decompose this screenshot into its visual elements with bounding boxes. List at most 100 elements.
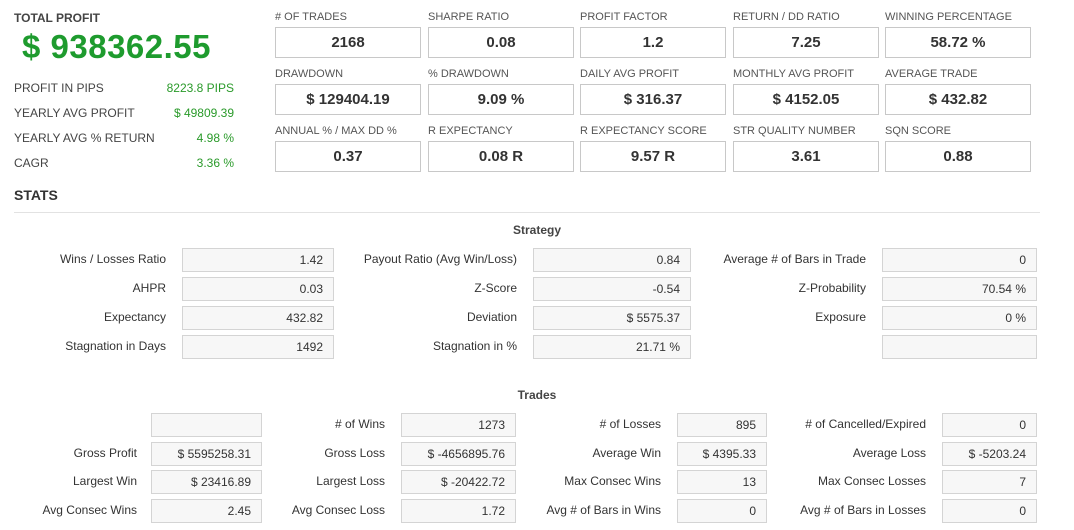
detail-value: 8223.8 PIPS [166,81,234,95]
metric-label: # OF TRADES [275,11,347,23]
stat-value-box: $ 4395.33 [677,442,767,466]
metric-r-expectancy: R EXPECTANCY 0.08 R [428,125,574,172]
metric-label: DAILY AVG PROFIT [580,68,680,80]
strategy-section-title: Strategy [512,223,562,237]
stat-value-box: 21.71 % [533,335,691,359]
stat-value-box: 0 [942,499,1037,523]
stat-value-box: 0 [942,413,1037,437]
metric-value: 1.2 [580,27,726,58]
metric-drawdown: % DRAWDOWN 9.09 % [428,68,574,115]
metric-of-trades: # OF TRADES 2168 [275,11,421,58]
detail-label: PROFIT IN PIPS [14,81,104,95]
profit-in-pips-row: PROFIT IN PIPS 8223.8 PIPS [14,81,234,99]
stat-value-box: $ -5203.24 [942,442,1037,466]
metric-label: ANNUAL % / MAX DD % [275,125,397,137]
metric-label: SHARPE RATIO [428,11,510,23]
stat-label: Gross Loss [324,446,385,460]
stat-label: Largest Win [72,474,137,488]
stat-label: Exposure [815,310,866,324]
metric-annual-max-dd: ANNUAL % / MAX DD % 0.37 [275,125,421,172]
detail-value: 4.98 % [196,131,234,145]
metric-sharpe-ratio: SHARPE RATIO 0.08 [428,11,574,58]
stat-value-box: 0.03 [182,277,334,301]
metric-profit-factor: PROFIT FACTOR 1.2 [580,11,726,58]
stat-label: # of Losses [599,417,661,431]
stat-label: Gross Profit [73,446,137,460]
stat-value-box: $ 5575.37 [533,306,691,330]
metric-value: $ 316.37 [580,84,726,115]
detail-label: YEARLY AVG PROFIT [14,106,135,120]
stat-label: Avg Consec Loss [291,503,385,517]
stat-value-box: 13 [677,470,767,494]
stat-label: Average Win [592,446,661,460]
stat-value-box: 1.42 [182,248,334,272]
stat-value-box: 1492 [182,335,334,359]
metric-value: 58.72 % [885,27,1031,58]
stat-label: Z-Score [474,281,517,295]
stat-value-box: 0 [882,248,1037,272]
stat-value-box: 1.72 [401,499,516,523]
metric-label: SQN SCORE [885,125,952,137]
stat-value-box: 70.54 % [882,277,1037,301]
divider [14,212,1040,213]
metric-value: $ 129404.19 [275,84,421,115]
stat-value-box: $ 23416.89 [151,470,262,494]
metric-daily-avg-profit: DAILY AVG PROFIT $ 316.37 [580,68,726,115]
stat-value-box: $ -20422.72 [401,470,516,494]
stat-label: Expectancy [103,310,166,324]
stat-label: Average Loss [852,446,926,460]
stat-label: Average # of Bars in Trade [723,252,866,266]
cagr-row: CAGR 3.36 % [14,156,234,174]
metric-winning-percentage: WINNING PERCENTAGE 58.72 % [885,11,1031,58]
stat-value-box: 895 [677,413,767,437]
metric-label: % DRAWDOWN [428,68,509,80]
metric-value: $ 432.82 [885,84,1031,115]
stat-value-box: 7 [942,470,1037,494]
stat-label: Payout Ratio (Avg Win/Loss) [363,252,517,266]
stat-label: Max Consec Wins [564,474,661,488]
trades-section-title: Trades [517,388,557,402]
metric-label: R EXPECTANCY [428,125,513,137]
stat-value-box: 432.82 [182,306,334,330]
metric-value: 9.09 % [428,84,574,115]
stat-label: Wins / Losses Ratio [59,252,166,266]
metric-value: 0.08 R [428,141,574,172]
stats-title: STATS [14,187,58,203]
metric-value: 7.25 [733,27,879,58]
metric-label: DRAWDOWN [275,68,344,80]
metric-monthly-avg-profit: MONTHLY AVG PROFIT $ 4152.05 [733,68,879,115]
stat-label: Stagnation in % [432,339,517,353]
metric-return-dd-ratio: RETURN / DD RATIO 7.25 [733,11,879,58]
stat-label: # of Cancelled/Expired [805,417,926,431]
detail-value: 3.36 % [196,156,234,170]
detail-label: CAGR [14,156,49,170]
metric-value: 0.08 [428,27,574,58]
stat-value-box: 2.45 [151,499,262,523]
stat-label: # of Wins [334,417,385,431]
total-profit-value: $ 938362.55 [22,28,212,65]
metric-value: 0.37 [275,141,421,172]
stat-label: AHPR [132,281,166,295]
metric-average-trade: AVERAGE TRADE $ 432.82 [885,68,1031,115]
metric-label: R EXPECTANCY SCORE [580,125,707,137]
stat-label: Deviation [466,310,517,324]
metric-value: 3.61 [733,141,879,172]
metric-value: $ 4152.05 [733,84,879,115]
stat-value-box: $ 5595258.31 [151,442,262,466]
stat-label: Avg # of Bars in Wins [546,503,662,517]
metric-label: MONTHLY AVG PROFIT [733,68,855,80]
metric-label: AVERAGE TRADE [885,68,978,80]
metric-label: WINNING PERCENTAGE [885,11,1012,23]
metric-sqn-score: SQN SCORE 0.88 [885,125,1031,172]
metric-r-expectancy-score: R EXPECTANCY SCORE 9.57 R [580,125,726,172]
metric-label: RETURN / DD RATIO [733,11,840,23]
stat-value-box: 0 [677,499,767,523]
metric-value: 0.88 [885,141,1031,172]
stat-label: Stagnation in Days [65,339,166,353]
stat-value-box: 1273 [401,413,516,437]
metric-drawdown: DRAWDOWN $ 129404.19 [275,68,421,115]
total-profit-label: TOTAL PROFIT [14,11,100,25]
metric-str-quality-number: STR QUALITY NUMBER 3.61 [733,125,879,172]
stat-value-box [151,413,262,437]
yearly-avg-profit-row: YEARLY AVG PROFIT $ 49809.39 [14,106,234,124]
